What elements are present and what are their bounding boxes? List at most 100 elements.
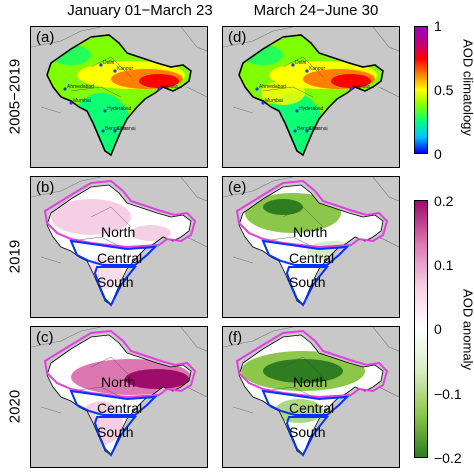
map-panel-b: North Central South (b) — [30, 176, 208, 318]
neighbor-border — [31, 327, 207, 414]
city-label-kolkata: Kolkata — [353, 84, 370, 90]
region-central-outline — [69, 239, 158, 266]
state-borders — [262, 356, 324, 398]
map-svg: North Central South — [223, 177, 399, 307]
city-marker-ahmedabad — [255, 87, 259, 91]
city-marker-kolkata — [349, 87, 353, 91]
colorbar-anomaly-tick-neg0.1: −0.1 — [434, 386, 462, 402]
region-south-outline — [285, 266, 330, 307]
state-borders — [70, 356, 132, 398]
map-panel-c: North Central South (c) — [30, 326, 208, 468]
colorbar-anomaly — [414, 200, 428, 458]
city-marker-chennai — [305, 129, 309, 133]
state-borders — [262, 206, 324, 248]
city-label-delhi: Delhi — [103, 60, 114, 66]
neighbor-border — [223, 177, 399, 264]
map-panel-d: Delhi Kanpur Kolkata Ahmedabad Mumbai Hyderab… — [222, 26, 400, 168]
field-layer — [239, 35, 383, 155]
neighbor-border — [223, 27, 399, 114]
panel-label-b: (b) — [36, 179, 55, 196]
city-label-bengaluru: Bengaluru — [297, 126, 320, 132]
region-label-north: North — [293, 374, 327, 390]
city-marker-chennai — [113, 129, 117, 133]
city-marker-kanpur — [113, 69, 117, 73]
region-south-outline — [93, 416, 138, 457]
city-marker-hyderabad — [295, 109, 299, 113]
state-borders — [262, 56, 324, 98]
field-layer — [47, 35, 191, 155]
field-east-max — [331, 74, 371, 88]
city-label-kanpur: Kanpur — [117, 66, 133, 72]
city-label-bengaluru: Bengaluru — [105, 126, 128, 132]
neighbor-border — [31, 177, 207, 264]
city-marker-bengaluru — [293, 129, 297, 133]
colorbar-anomaly-title: AOD anomaly — [460, 289, 474, 370]
field-anom-pos-east — [131, 225, 171, 241]
city-marker-hyderabad — [103, 109, 107, 113]
panel-label-e: (e) — [228, 179, 247, 196]
panel-label-a: (a) — [36, 29, 55, 46]
colorbar-climatology-title: AOD climatology — [460, 39, 474, 136]
city-label-delhi: Delhi — [295, 60, 306, 66]
colorbar-anomaly-tick-0.1: 0.1 — [434, 257, 454, 273]
region-label-north: North — [101, 374, 135, 390]
city-marker-kanpur — [305, 69, 309, 73]
city-label-ahmedabad: Ahmedabad — [67, 84, 94, 90]
column-title-jan-mar: January 01−March 23 — [67, 2, 213, 19]
region-label-central: Central — [97, 400, 142, 416]
city-label-kolkata: Kolkata — [161, 84, 178, 90]
field-base — [47, 35, 191, 155]
state-borders — [70, 206, 132, 248]
region-label-south: South — [97, 424, 134, 440]
field-central — [261, 81, 305, 105]
city-label-mumbai: Mumbai — [73, 98, 91, 104]
panel-label-f: (f) — [228, 329, 243, 346]
panel-label-c: (c) — [36, 329, 54, 346]
city-marker-bengaluru — [101, 129, 105, 133]
map-svg: North Central South — [31, 177, 207, 307]
city-label-hyderabad: Hyderabad — [299, 106, 324, 112]
city-marker-delhi — [99, 63, 103, 67]
field-nw — [243, 45, 283, 65]
colorbar-climatology-tick-1: 1 — [434, 18, 442, 34]
region-label-south: South — [97, 274, 134, 290]
city-label-ahmedabad: Ahmedabad — [259, 84, 286, 90]
region-label-south: South — [289, 274, 326, 290]
region-north-outline — [43, 179, 197, 249]
region-north-outline — [235, 329, 389, 399]
city-marker-ahmedabad — [63, 87, 67, 91]
field-east-max — [139, 74, 179, 88]
row-title-2019: 2019 — [6, 239, 24, 274]
panel-label-d: (d) — [228, 29, 247, 46]
neighbor-border — [31, 27, 207, 114]
city-label-hyderabad: Hyderabad — [107, 106, 132, 112]
region-label-north: North — [101, 224, 135, 240]
region-south-outline — [93, 266, 138, 307]
colorbar-anomaly-tick-0: 0 — [434, 321, 442, 337]
colorbar-climatology-tick-0: 0 — [434, 146, 442, 162]
country-outline — [238, 34, 384, 157]
map-panel-e: North Central South (e) — [222, 176, 400, 318]
city-label-chennai: Chennai — [117, 126, 136, 132]
region-central-outline — [261, 389, 350, 416]
map-panel-a: Delhi Kanpur Kolkata Ahmedabad Mumbai Hyderab… — [30, 26, 208, 168]
city-label-kanpur: Kanpur — [309, 66, 325, 72]
city-label-chennai: Chennai — [309, 126, 328, 132]
region-central-outline — [69, 389, 158, 416]
map-svg: North Central South — [31, 327, 207, 457]
field-anom-pos-core — [125, 369, 189, 389]
city-label-mumbai: Mumbai — [265, 98, 283, 104]
region-south-outline — [285, 416, 330, 457]
neighbor-border — [223, 327, 399, 414]
state-borders — [70, 56, 132, 98]
column-title-mar-jun: March 24−June 30 — [253, 2, 379, 19]
row-title-climatology: 2005−2019 — [6, 58, 24, 135]
city-marker-mumbai — [69, 101, 73, 105]
country-outline — [46, 34, 192, 157]
region-label-central: Central — [289, 250, 334, 266]
field-nw — [51, 45, 91, 65]
field-base — [239, 35, 383, 155]
row-title-2020: 2020 — [6, 389, 24, 424]
